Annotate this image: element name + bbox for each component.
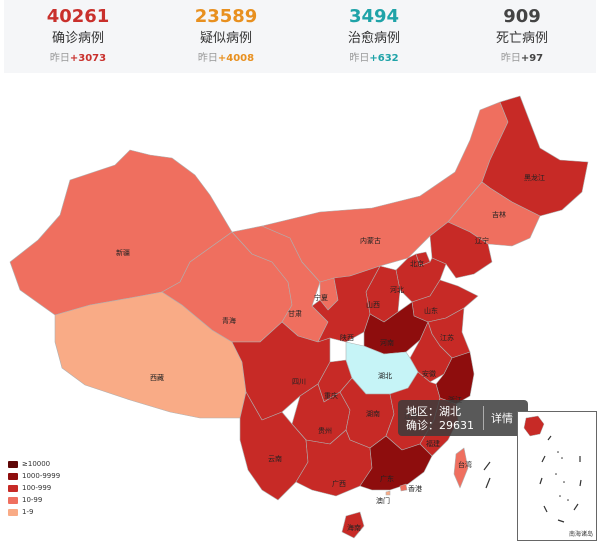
- stat-cured-label: 治愈病例: [347, 31, 400, 46]
- label-gansu: 甘肃: [288, 309, 302, 318]
- stat-suspected: 23589 疑似病例 昨日+4008: [152, 0, 300, 73]
- label-guizhou: 贵州: [318, 426, 332, 435]
- yday-prefix: 昨日: [349, 53, 370, 64]
- label-fujian: 福建: [426, 439, 440, 448]
- yday-prefix: 昨日: [197, 53, 218, 64]
- label-jilin: 吉林: [492, 210, 506, 219]
- label-heilongjiang: 黑龙江: [524, 173, 545, 182]
- label-hubei: 湖北: [378, 371, 392, 380]
- stat-suspected-yesterday: 昨日+4008: [152, 53, 300, 65]
- stat-cured-yesterday: 昨日+632: [300, 53, 448, 65]
- tooltip-region: 地区：湖北: [406, 405, 461, 418]
- inset-label: 南海诸岛: [568, 531, 593, 538]
- label-beijing: 北京: [410, 259, 424, 268]
- yday-delta: +4008: [217, 53, 255, 64]
- inset-map: [523, 415, 582, 523]
- china-map: 新疆 西藏 青海 甘肃 内蒙古 黑龙江 吉林 辽宁 宁夏 山西 河北 北京 山东…: [9, 95, 589, 539]
- legend-label: 1-9: [22, 508, 34, 516]
- stat-cured: 3494 治愈病例 昨日+632: [300, 0, 448, 73]
- label-qinghai: 青海: [222, 316, 236, 325]
- label-shaanxi: 陕西: [340, 333, 354, 342]
- province-liaoning[interactable]: [429, 221, 493, 279]
- stat-deaths: 909 死亡病例 昨日+97: [448, 0, 596, 73]
- stat-deaths-yesterday: 昨日+97: [448, 53, 596, 65]
- label-jiangsu: 江苏: [440, 333, 454, 342]
- label-taiwan: 台湾: [458, 460, 472, 469]
- yday-delta: +97: [520, 53, 544, 64]
- tooltip-divider: [483, 406, 484, 430]
- label-hebei: 河北: [390, 286, 404, 294]
- province-hainan[interactable]: [341, 511, 365, 539]
- label-anhui: 安徽: [422, 369, 436, 378]
- province-guangdong[interactable]: [359, 435, 433, 491]
- label-henan: 河南: [380, 338, 394, 347]
- south-china-sea-inset: 南海诸岛: [517, 411, 597, 541]
- label-shanxi: 山西: [366, 300, 380, 309]
- tooltip-confirmed: 确诊：29631: [406, 419, 474, 432]
- south-sea-dashes: [483, 461, 491, 489]
- legend-label: 10-99: [22, 496, 43, 504]
- tooltip-info: 地区：湖北 确诊：29631: [398, 400, 483, 436]
- label-liaoning: 辽宁: [475, 236, 489, 245]
- yday-delta: +632: [369, 53, 399, 64]
- legend-swatch: [8, 460, 18, 468]
- stat-confirmed-value: 40261: [46, 6, 110, 27]
- legend-item[interactable]: 1-9: [8, 506, 60, 518]
- legend-label: ≥10000: [22, 460, 51, 468]
- legend-swatch: [8, 472, 18, 480]
- label-xinjiang: 新疆: [116, 248, 130, 257]
- stat-deaths-value: 909: [503, 6, 541, 27]
- legend-item[interactable]: ≥10000: [8, 458, 60, 470]
- label-sichuan: 四川: [292, 378, 306, 386]
- label-guangdong: 广东: [380, 474, 394, 483]
- stats-panel: 40261 确诊病例 昨日+3073 23589 疑似病例 昨日+4008 34…: [4, 0, 596, 73]
- yday-prefix: 昨日: [49, 53, 70, 64]
- stat-confirmed-label: 确诊病例: [51, 31, 104, 46]
- legend-item[interactable]: 10-99: [8, 494, 60, 506]
- label-chongqing: 重庆: [324, 391, 338, 400]
- label-zhejiang: 浙江: [448, 395, 462, 404]
- label-neimenggu: 内蒙古: [360, 236, 381, 245]
- tooltip-detail-button[interactable]: 详情 ›: [491, 412, 521, 425]
- label-guangxi: 广西: [332, 479, 346, 488]
- stat-suspected-label: 疑似病例: [199, 31, 252, 46]
- stat-deaths-label: 死亡病例: [495, 31, 548, 46]
- legend: ≥10000 1000-9999 100-999 10-99 1-9: [8, 458, 60, 518]
- label-yunnan: 云南: [268, 454, 282, 463]
- province-heilongjiang[interactable]: [481, 95, 589, 217]
- legend-item[interactable]: 1000-9999: [8, 470, 60, 482]
- map-tooltip: 地区：湖北 确诊：29631 详情 ›: [398, 400, 528, 436]
- label-hainan: 海南: [347, 523, 361, 532]
- label-xianggang: 香港: [408, 484, 422, 493]
- province-xianggang[interactable]: [399, 483, 408, 492]
- label-hunan: 湖南: [366, 409, 380, 418]
- label-shandong: 山东: [424, 306, 438, 315]
- yday-delta: +3073: [69, 53, 107, 64]
- province-aomen[interactable]: [385, 490, 391, 496]
- legend-item[interactable]: 100-999: [8, 482, 60, 494]
- legend-label: 1000-9999: [22, 472, 61, 480]
- stat-suspected-value: 23589: [194, 6, 258, 27]
- stat-cured-value: 3494: [348, 6, 400, 27]
- province-taiwan[interactable]: [453, 447, 469, 489]
- stat-confirmed-yesterday: 昨日+3073: [4, 53, 152, 65]
- yday-prefix: 昨日: [500, 53, 521, 64]
- legend-label: 100-999: [22, 484, 52, 492]
- label-xizang: 西藏: [150, 373, 164, 382]
- legend-swatch: [8, 484, 18, 492]
- legend-swatch: [8, 496, 18, 504]
- label-ningxia: 宁夏: [314, 293, 328, 302]
- legend-swatch: [8, 508, 18, 516]
- label-aomen: 澳门: [376, 496, 390, 505]
- stat-confirmed: 40261 确诊病例 昨日+3073: [4, 0, 152, 73]
